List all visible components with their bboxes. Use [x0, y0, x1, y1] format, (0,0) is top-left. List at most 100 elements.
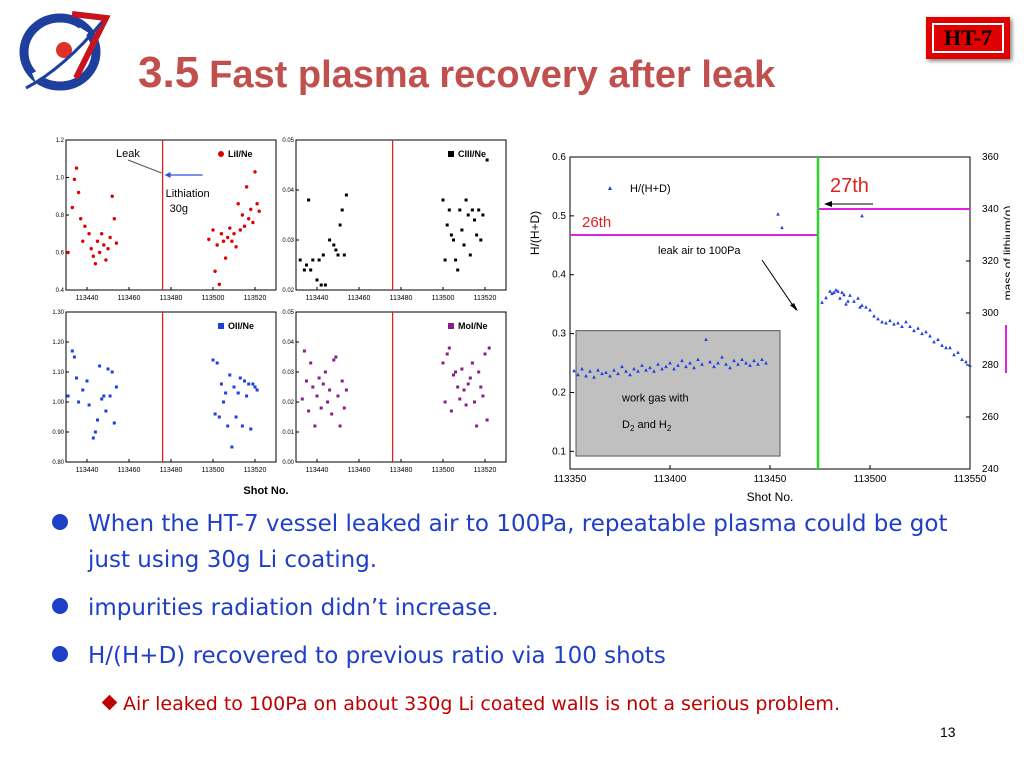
chart-oii-ne: 113440 113460 113480 113500 113520 0.80 0.90 1.… — [52, 310, 277, 474]
y-tick-label: 0.04 — [282, 340, 294, 346]
data-point — [584, 373, 588, 378]
data-point — [600, 371, 604, 376]
y2-tick-label: 240 — [982, 464, 999, 475]
data-point — [110, 370, 114, 374]
data-point — [307, 198, 311, 202]
data-point — [83, 224, 87, 228]
data-point — [445, 223, 449, 227]
data-point — [76, 190, 81, 195]
data-point — [676, 363, 680, 367]
data-point — [311, 258, 315, 262]
data-point — [660, 366, 664, 371]
data-point — [692, 365, 696, 370]
data-point — [632, 366, 636, 371]
data-point — [447, 346, 451, 350]
bullet-item: impurities radiation didn’t increase. — [50, 590, 980, 626]
data-point — [234, 415, 238, 419]
data-point — [684, 364, 688, 369]
y-tick-label: 0.4 — [56, 288, 65, 294]
data-point — [740, 357, 744, 362]
data-point — [249, 207, 253, 212]
small-charts-xlabel: Shot No. — [243, 485, 288, 497]
data-point — [454, 370, 458, 374]
data-point — [884, 321, 888, 325]
data-point — [323, 283, 327, 287]
bullet-list: When the HT-7 vessel leaked air to 100Pa… — [50, 506, 980, 674]
data-point — [93, 262, 98, 266]
y2-tick-label: 280 — [982, 360, 999, 371]
data-point — [217, 282, 221, 287]
data-point — [441, 198, 445, 202]
gas-d: D — [622, 419, 630, 431]
sub-bullet: Air leaked to 100Pa on about 330g Li coa… — [101, 693, 840, 715]
data-point — [213, 269, 217, 273]
data-point — [904, 319, 908, 324]
legend-label: H/(H+D) — [630, 183, 671, 195]
annotation-arrow — [761, 259, 797, 311]
plot-frame — [65, 139, 277, 291]
x-tick-label: 113520 — [474, 467, 497, 474]
data-point — [232, 232, 236, 236]
data-point — [736, 362, 740, 366]
data-point — [87, 403, 91, 407]
annotation-leak-air: leak air to 100Pa — [658, 245, 741, 257]
data-point — [338, 424, 342, 428]
data-point — [968, 363, 972, 367]
data-point — [311, 385, 315, 389]
data-point — [332, 243, 336, 247]
data-point — [588, 369, 592, 373]
data-point — [828, 289, 832, 293]
data-point — [688, 361, 692, 365]
y-tick-label: 0.05 — [282, 138, 294, 144]
arrowhead-icon — [164, 172, 171, 178]
data-point — [255, 202, 259, 206]
data-point — [219, 382, 223, 386]
data-point — [247, 217, 251, 221]
data-point — [305, 263, 308, 267]
data-point — [110, 194, 114, 198]
data-point — [449, 409, 453, 413]
bullet-text: impurities radiation didn’t increase. — [88, 595, 499, 621]
data-point — [708, 359, 712, 364]
y2-tick-label: 260 — [982, 412, 999, 423]
x-tick-label: 113500 — [202, 467, 225, 474]
data-point — [309, 268, 313, 272]
data-point — [468, 253, 472, 257]
gas-h-subscript: 2 — [667, 424, 672, 433]
data-point — [77, 400, 81, 404]
plot-frame — [295, 139, 507, 291]
badge-label: HT-7 — [932, 23, 1004, 53]
data-point — [846, 299, 850, 303]
annotation-work-gas: work gas with — [621, 392, 689, 404]
x-tick-label: 113480 — [160, 295, 183, 302]
legend-label: OII/Ne — [228, 321, 254, 331]
data-point — [832, 290, 836, 294]
bullet-dot-icon — [52, 646, 68, 662]
x-tick-label: 113480 — [390, 467, 413, 474]
data-point — [940, 343, 944, 347]
data-point — [251, 220, 255, 225]
data-point — [664, 364, 668, 369]
data-point — [344, 388, 348, 392]
data-point — [255, 388, 259, 392]
data-point — [240, 213, 245, 217]
data-point — [102, 394, 106, 398]
x-tick-label: 113480 — [390, 295, 413, 302]
data-point — [672, 366, 676, 371]
data-point — [864, 305, 868, 309]
data-point — [487, 346, 491, 350]
y2-tick-label: 300 — [982, 308, 999, 319]
x-tick-label: 113520 — [244, 467, 267, 474]
data-point — [485, 418, 489, 422]
data-point — [66, 250, 70, 255]
x-tick-label: 113460 — [348, 467, 371, 474]
data-point — [328, 388, 332, 392]
data-point — [752, 358, 756, 363]
data-point — [307, 409, 311, 413]
x-tick-label: 113460 — [118, 467, 141, 474]
data-point — [443, 258, 447, 262]
data-point — [572, 368, 576, 373]
bullet-dot-icon — [52, 598, 68, 614]
data-point — [112, 421, 116, 425]
data-point — [836, 289, 840, 293]
